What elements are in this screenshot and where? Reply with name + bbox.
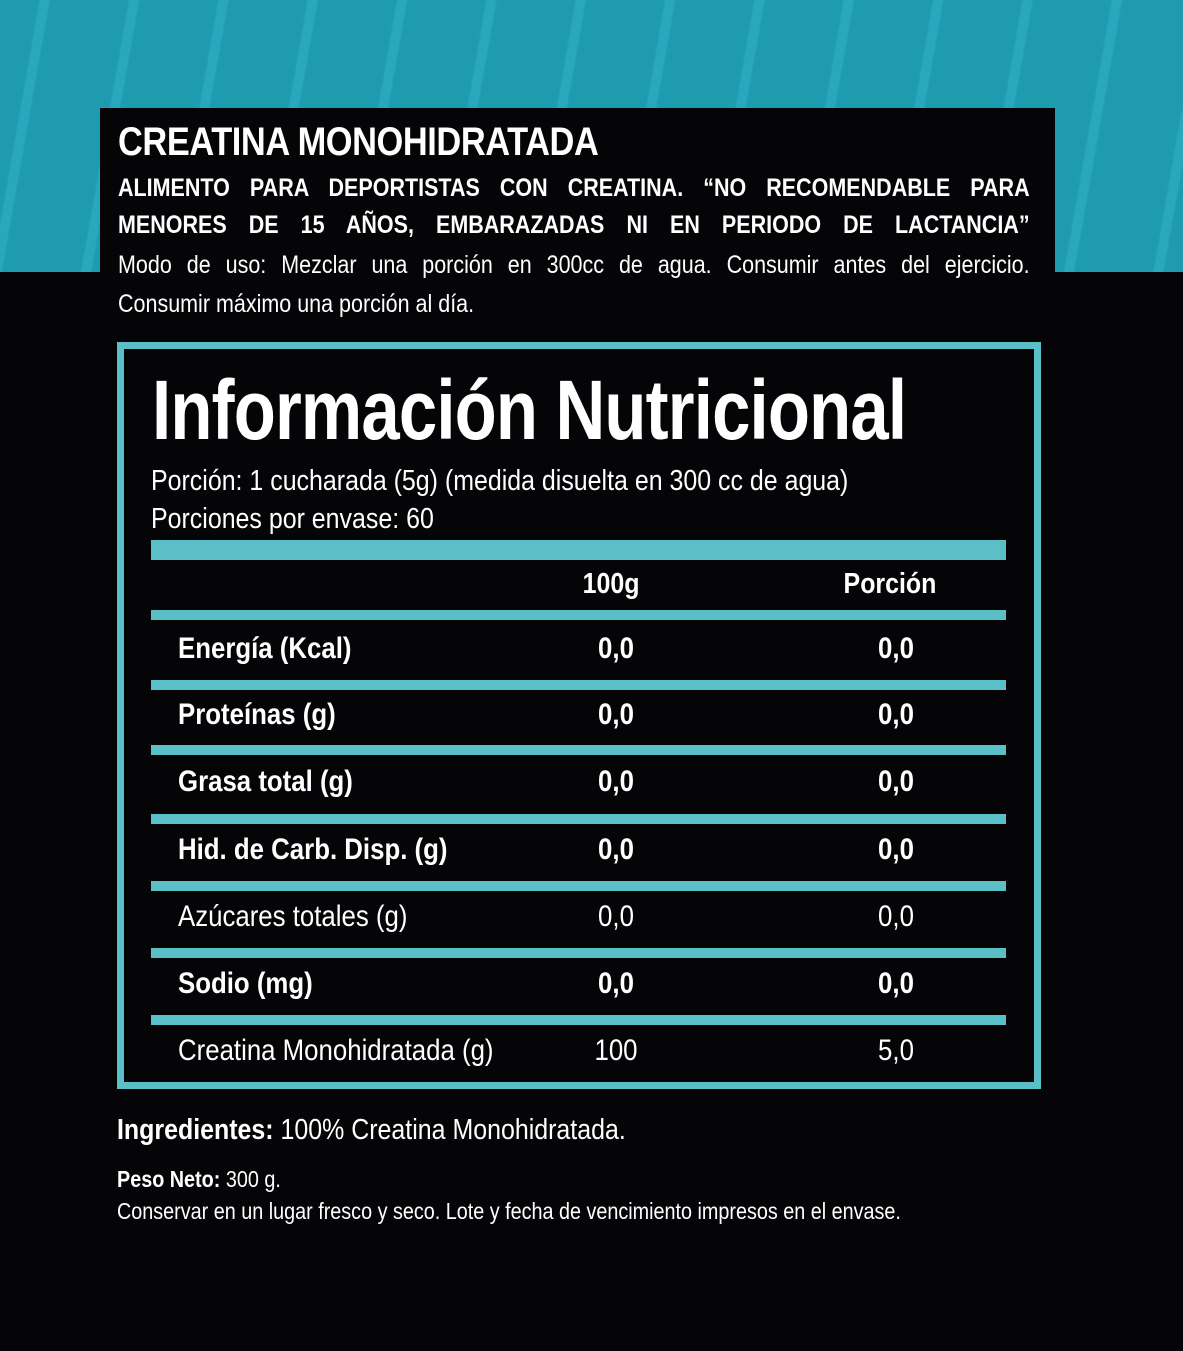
- storage-instructions: Conservar en un lugar fresco y seco. Lot…: [117, 1198, 901, 1224]
- net-weight-value: 300 g.: [220, 1166, 281, 1192]
- ingredients-value: 100% Creatina Monohidratada.: [273, 1114, 626, 1146]
- usage-line-1: Modo de uso: Mezclar una porción en 300c…: [118, 251, 1030, 279]
- nutrient-label: Sodio (mg): [178, 967, 313, 1000]
- row-divider: [151, 948, 1006, 958]
- nutrient-label: Energía (Kcal): [178, 632, 352, 665]
- row-divider: [151, 881, 1006, 891]
- warning-line-1: ALIMENTO PARA DEPORTISTAS CON CREATINA. …: [118, 174, 1030, 202]
- serving-info: Porción: 1 cucharada (5g) (medida disuel…: [151, 462, 848, 538]
- product-header-box: [100, 108, 1055, 272]
- net-weight-label: Peso Neto:: [117, 1166, 221, 1192]
- value-100g: 0,0: [598, 765, 634, 798]
- column-header-100g: 100g: [582, 568, 640, 600]
- row-divider: [151, 680, 1006, 690]
- value-100g: 0,0: [598, 833, 634, 866]
- column-header-portion: Porción: [843, 568, 937, 600]
- nutrient-label: Proteínas (g): [178, 698, 336, 731]
- row-divider: [151, 1015, 1006, 1025]
- row-divider: [151, 814, 1006, 824]
- value-portion: 0,0: [878, 698, 914, 731]
- ingredients-label: Ingredientes:: [117, 1114, 274, 1146]
- value-100g: 100: [594, 1034, 638, 1067]
- product-title: CREATINA MONOHIDRATADA: [118, 120, 599, 164]
- value-100g: 0,0: [598, 632, 634, 665]
- value-100g: 0,0: [598, 967, 634, 1000]
- value-portion: 0,0: [878, 632, 914, 665]
- warning-line-2: MENORES DE 15 AÑOS, EMBARAZADAS NI EN PE…: [118, 211, 1030, 239]
- value-100g: 0,0: [598, 698, 634, 731]
- value-portion: 0,0: [878, 833, 914, 866]
- serving-size: Porción: 1 cucharada (5g) (medida disuel…: [151, 465, 849, 497]
- warning-text: ALIMENTO PARA DEPORTISTAS CON CREATINA. …: [118, 170, 1030, 244]
- nutrient-label: Hid. de Carb. Disp. (g): [178, 833, 448, 866]
- usage-instructions: Modo de uso: Mezclar una porción en 300c…: [118, 246, 1030, 324]
- row-divider: [151, 745, 1006, 755]
- usage-line-2: Consumir máximo una porción al día.: [118, 290, 475, 318]
- value-portion: 0,0: [878, 967, 914, 1000]
- servings-per-container: Porciones por envase: 60: [151, 503, 434, 535]
- ingredients: Ingredientes: 100% Creatina Monohidratad…: [117, 1114, 626, 1147]
- net-weight: Peso Neto: 300 g.: [117, 1166, 281, 1193]
- value-portion: 5,0: [878, 1034, 914, 1067]
- value-100g: 0,0: [598, 900, 634, 933]
- table-top-bar: [151, 540, 1006, 560]
- row-divider: [151, 610, 1006, 620]
- value-portion: 0,0: [878, 765, 914, 798]
- nutrient-label: Azúcares totales (g): [178, 900, 408, 933]
- nutrient-label: Grasa total (g): [178, 765, 353, 798]
- nutrient-label: Creatina Monohidratada (g): [178, 1034, 494, 1067]
- value-portion: 0,0: [878, 900, 914, 933]
- nutrition-title: Información Nutricional: [152, 363, 907, 457]
- nutrition-facts-box: [117, 342, 1041, 1089]
